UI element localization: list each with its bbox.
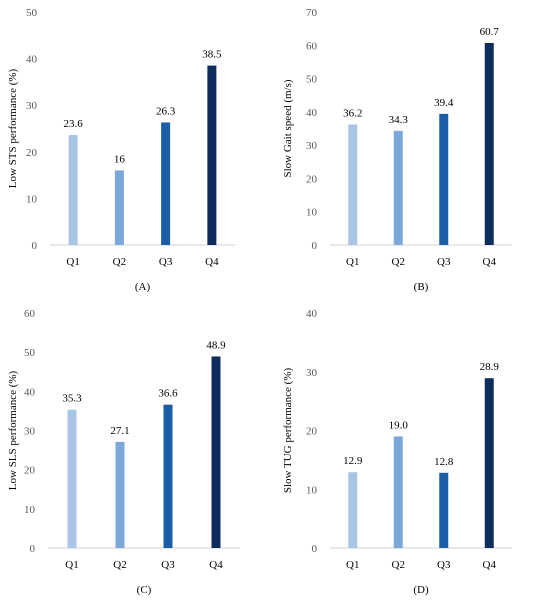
chart-c: 0 10 20 30 40 50 60 35.3 Q1 27.1 Q2 36.6 Q3 48.9 Q4 Low… <box>7 308 240 596</box>
ytick-c-40: 40 <box>24 386 36 398</box>
xtick-c-q1: Q1 <box>65 559 78 571</box>
bar-b-q4 <box>484 42 494 245</box>
panel-c: 0 10 20 30 40 50 60 35.3 Q1 27.1 Q2 36.6 Q3 48.9 Q4 Low… <box>0 300 275 600</box>
bar-c-q4 <box>211 356 221 548</box>
chart-b: 0 10 20 30 40 50 60 70 36.2 Q1 34.3 Q2 39.4 Q3 60.7 Q4 S… <box>282 7 512 293</box>
ytick-c-30: 30 <box>24 426 36 438</box>
chart-d: 0 10 20 30 40 12.9 Q1 19.0 Q2 12.8 Q3 28.9 Q4 Slow TU… <box>282 308 512 596</box>
xtick-b-q2: Q2 <box>392 256 405 268</box>
ytick-a-50: 50 <box>26 7 38 19</box>
data-label-b-q2: 34.3 <box>389 114 409 126</box>
bar-a-q2 <box>114 170 124 245</box>
ytick-a-30: 30 <box>26 100 38 112</box>
data-label-d-q2: 19.0 <box>389 419 409 431</box>
y-axis-title-d: Slow TUG performance (%) <box>282 367 294 493</box>
data-label-c-q1: 35.3 <box>62 393 82 405</box>
panel-a: 0 10 20 30 40 50 23.6 Q1 16 Q2 26.3 Q3 38.5 Q4 Low STS… <box>0 0 275 300</box>
y-axis-title-b: Slow Gait speed (m/s) <box>282 79 294 177</box>
xtick-a-q2: Q2 <box>113 256 126 268</box>
panel-d: 0 10 20 30 40 12.9 Q1 19.0 Q2 12.8 Q3 28.9 Q4 Slow TU… <box>275 300 550 600</box>
ytick-a-10: 10 <box>26 193 38 205</box>
panel-label-c: (C) <box>137 584 152 596</box>
ytick-d-40: 40 <box>306 308 318 320</box>
ytick-b-70: 70 <box>306 7 318 19</box>
xtick-b-q4: Q4 <box>483 256 497 268</box>
data-label-a-q2: 16 <box>114 153 126 165</box>
ytick-b-30: 30 <box>306 140 318 152</box>
ytick-c-20: 20 <box>24 465 36 477</box>
bar-d-q1 <box>348 472 358 548</box>
data-label-c-q3: 36.6 <box>158 388 178 400</box>
y-axis-title-c: Low SLS performance (%) <box>7 370 19 490</box>
ytick-b-50: 50 <box>306 74 318 86</box>
ytick-a-40: 40 <box>26 54 38 66</box>
ytick-b-40: 40 <box>306 107 318 119</box>
ytick-d-20: 20 <box>306 426 318 438</box>
ytick-c-60: 60 <box>24 308 36 320</box>
data-label-b-q3: 39.4 <box>434 97 454 109</box>
data-label-b-q4: 60.7 <box>480 26 500 38</box>
ytick-c-50: 50 <box>24 347 36 359</box>
data-label-a-q4: 38.5 <box>202 49 222 61</box>
data-label-a-q3: 26.3 <box>156 105 176 117</box>
data-label-c-q2: 27.1 <box>110 425 129 437</box>
ytick-a-20: 20 <box>26 147 38 159</box>
bar-b-q1 <box>348 124 358 245</box>
xtick-a-q3: Q3 <box>159 256 173 268</box>
xtick-d-q3: Q3 <box>437 559 451 571</box>
xtick-d-q1: Q1 <box>346 559 359 571</box>
y-axis-title-a: Low STS performance (%) <box>7 68 19 188</box>
ytick-b-60: 60 <box>306 40 318 52</box>
xtick-a-q1: Q1 <box>66 256 79 268</box>
panel-label-a: (A) <box>135 281 151 293</box>
ytick-d-10: 10 <box>306 484 318 496</box>
xtick-c-q4: Q4 <box>209 559 223 571</box>
ytick-b-0: 0 <box>312 240 318 252</box>
ytick-b-10: 10 <box>306 207 318 219</box>
bar-c-q1 <box>67 409 77 548</box>
xtick-b-q1: Q1 <box>346 256 359 268</box>
xtick-a-q4: Q4 <box>205 256 219 268</box>
ytick-d-30: 30 <box>306 367 318 379</box>
xtick-c-q2: Q2 <box>113 559 126 571</box>
data-label-b-q1: 36.2 <box>343 108 362 120</box>
bar-a-q1 <box>68 135 78 245</box>
data-label-a-q1: 23.6 <box>64 118 84 130</box>
bar-d-q4 <box>484 378 494 548</box>
xtick-b-q3: Q3 <box>437 256 451 268</box>
data-label-c-q4: 48.9 <box>206 339 226 351</box>
data-label-d-q4: 28.9 <box>480 361 500 373</box>
bar-a-q4 <box>207 65 217 245</box>
bar-c-q2 <box>115 441 125 548</box>
xtick-d-q2: Q2 <box>392 559 405 571</box>
xtick-d-q4: Q4 <box>483 559 497 571</box>
panel-b: 0 10 20 30 40 50 60 70 36.2 Q1 34.3 Q2 39.4 Q3 60.7 Q4 S… <box>275 0 550 300</box>
panel-label-b: (B) <box>414 281 429 293</box>
bar-d-q2 <box>393 436 403 548</box>
xtick-c-q3: Q3 <box>161 559 175 571</box>
bar-c-q3 <box>163 404 173 548</box>
ytick-d-0: 0 <box>312 543 318 555</box>
data-label-d-q1: 12.9 <box>343 455 363 467</box>
data-label-d-q3: 12.8 <box>434 456 454 468</box>
ytick-c-0: 0 <box>30 543 36 555</box>
bar-d-q3 <box>439 472 449 548</box>
panel-label-d: (D) <box>413 584 429 596</box>
bar-a-q3 <box>161 122 171 245</box>
ytick-a-0: 0 <box>32 240 38 252</box>
bar-b-q2 <box>393 130 403 245</box>
chart-a: 0 10 20 30 40 50 23.6 Q1 16 Q2 26.3 Q3 38.5 Q4 Low STS… <box>7 7 235 293</box>
ytick-b-20: 20 <box>306 173 318 185</box>
ytick-c-10: 10 <box>24 504 36 516</box>
bar-b-q3 <box>439 113 449 246</box>
